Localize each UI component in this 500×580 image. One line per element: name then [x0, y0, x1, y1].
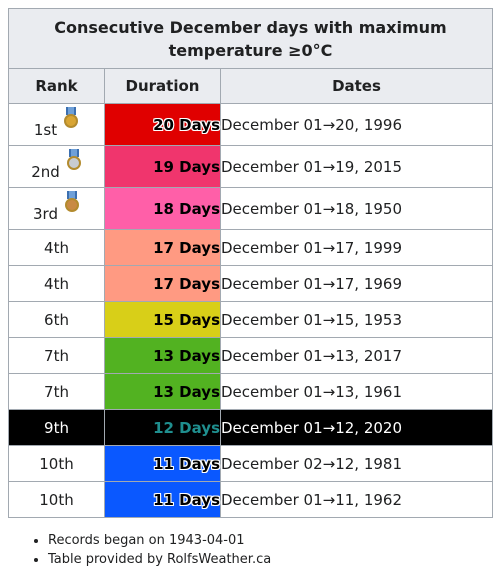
duration-cell: 11 Days [104, 481, 221, 518]
rank-label: 7th [44, 346, 69, 365]
rank-cell: 7th [8, 337, 105, 374]
duration-cell: 18 Days [104, 187, 221, 230]
dates-cell: December 01→15, 1953 [220, 301, 493, 338]
table-title: Consecutive December days with maximum t… [8, 8, 493, 69]
rank-cell: 6th [8, 301, 105, 338]
table-row: 7th 13 Days December 01→13, 2017 [8, 337, 493, 374]
rank-cell: 1st [8, 103, 105, 146]
table-row: 10th 11 Days December 02→12, 1981 [8, 445, 493, 482]
table-row: 9th 12 Days December 01→12, 2020 [8, 409, 493, 446]
dates-cell: December 02→12, 1981 [220, 445, 493, 482]
duration-header: Duration [104, 68, 221, 104]
silver-medal-icon [66, 149, 82, 171]
rank-label: 4th [44, 274, 69, 293]
rank-cell: 7th [8, 373, 105, 410]
table-row: 3rd 18 Days December 01→18, 1950 [8, 187, 493, 230]
dates-cell: December 01→11, 1962 [220, 481, 493, 518]
dates-cell: December 01→20, 1996 [220, 103, 493, 146]
table-row: 4th 17 Days December 01→17, 1969 [8, 265, 493, 302]
rank-label: 10th [39, 490, 74, 509]
rank-label: 1st [33, 121, 58, 139]
duration-cell: 20 Days [104, 103, 221, 146]
rank-cell: 10th [8, 481, 105, 518]
rank-label: 6th [44, 310, 69, 329]
dates-header: Dates [220, 68, 493, 104]
rank-label: 4th [44, 238, 69, 257]
note-records-began: Records began on 1943-04-01 [48, 531, 271, 550]
notes-list: Records began on 1943-04-01 Table provid… [30, 531, 271, 569]
rank-label: 3rd [33, 205, 58, 223]
duration-cell: 12 Days [104, 409, 221, 446]
table-row: 1st 20 Days December 01→20, 1996 [8, 103, 493, 146]
duration-cell: 15 Days [104, 301, 221, 338]
rank-label: 10th [39, 454, 74, 473]
table-row: 2nd 19 Days December 01→19, 2015 [8, 145, 493, 188]
rank-cell: 4th [8, 265, 105, 302]
rank-cell: 9th [8, 409, 105, 446]
rank-cell: 3rd [8, 187, 105, 230]
duration-cell: 17 Days [104, 229, 221, 266]
note-table-source: Table provided by RolfsWeather.ca [48, 550, 271, 569]
records-table: Consecutive December days with maximum t… [8, 8, 493, 518]
dates-cell: December 01→18, 1950 [220, 187, 493, 230]
rank-label: 2nd [31, 163, 60, 181]
rank-label: 7th [44, 382, 69, 401]
dates-cell: December 01→12, 2020 [220, 409, 493, 446]
dates-cell: December 01→17, 1969 [220, 265, 493, 302]
dates-cell: December 01→17, 1999 [220, 229, 493, 266]
table-row: 10th 11 Days December 01→11, 1962 [8, 481, 493, 518]
rank-label: 9th [44, 418, 69, 437]
rank-cell: 4th [8, 229, 105, 266]
rank-header: Rank [8, 68, 105, 104]
rank-cell: 2nd [8, 145, 105, 188]
table-row: 7th 13 Days December 01→13, 1961 [8, 373, 493, 410]
rank-cell: 10th [8, 445, 105, 482]
dates-cell: December 01→19, 2015 [220, 145, 493, 188]
duration-cell: 17 Days [104, 265, 221, 302]
duration-cell: 13 Days [104, 373, 221, 410]
dates-cell: December 01→13, 2017 [220, 337, 493, 374]
bronze-medal-icon [64, 191, 80, 213]
duration-cell: 13 Days [104, 337, 221, 374]
dates-cell: December 01→13, 1961 [220, 373, 493, 410]
duration-cell: 11 Days [104, 445, 221, 482]
table-row: 6th 15 Days December 01→15, 1953 [8, 301, 493, 338]
duration-cell: 19 Days [104, 145, 221, 188]
gold-medal-icon [63, 107, 79, 129]
table-row: 4th 17 Days December 01→17, 1999 [8, 229, 493, 266]
